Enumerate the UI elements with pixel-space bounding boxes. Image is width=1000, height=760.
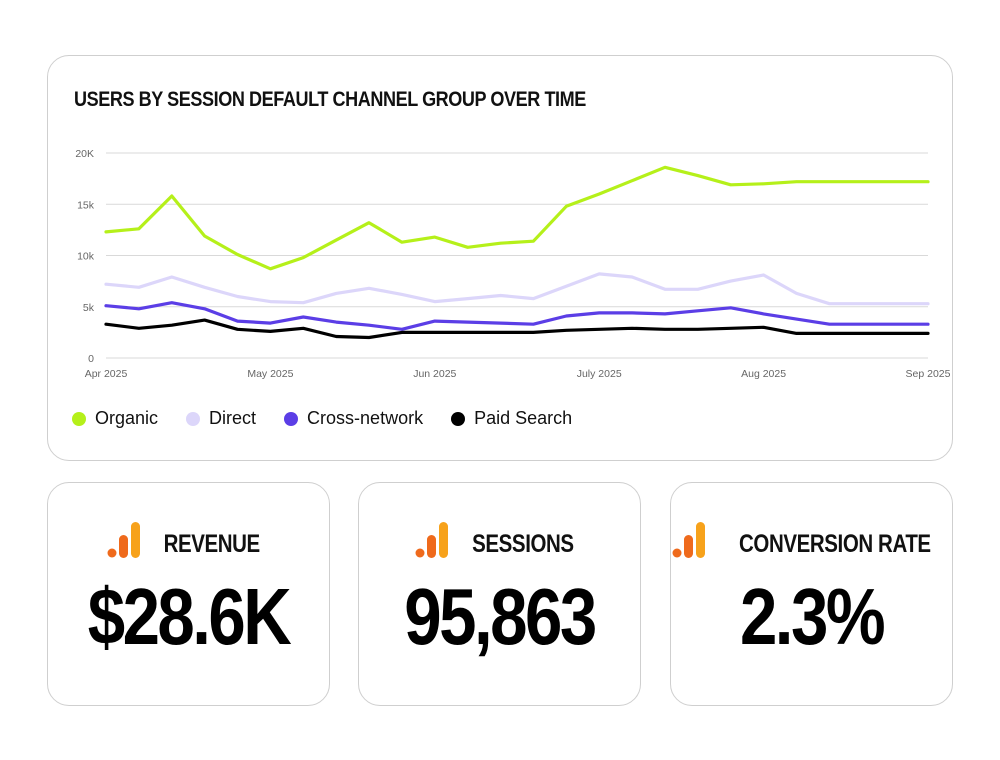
legend-item-paid-search[interactable]: Paid Search [451, 408, 572, 429]
chart-card: USERS BY SESSION DEFAULT CHANNEL GROUP O… [47, 55, 953, 461]
analytics-bar-icon [415, 522, 448, 558]
legend-dot-paid-search [451, 411, 466, 426]
line-chart: 0 5k 10k 15k 20K Apr 2025 May 2025 Jun 2025 Jul… [75, 148, 951, 380]
y-tick-label: 15k [77, 199, 95, 211]
legend-dot-organic [72, 411, 86, 426]
analytics-bar-icon [672, 522, 705, 558]
x-tick-label: July 2025 [577, 368, 622, 380]
chart-grid [106, 152, 928, 359]
series-line-organic [104, 165, 930, 271]
legend-label: Direct [209, 408, 257, 428]
chart-series [104, 165, 930, 340]
legend-dot-cross-network [284, 411, 299, 426]
kpi-header: REVENUE [48, 521, 329, 559]
legend-item-organic[interactable]: Organic [72, 408, 158, 429]
y-tick-label: 5k [83, 302, 95, 314]
kpi-value: $28.6K [87, 572, 292, 661]
legend-label: Organic [95, 408, 159, 428]
kpi-header: SESSIONS [359, 521, 640, 559]
x-tick-label: Aug 2025 [741, 368, 786, 380]
x-axis-ticks: Apr 2025 May 2025 Jun 2025 July 2025 Aug 202… [85, 368, 951, 380]
y-tick-label: 0 [88, 353, 94, 365]
kpi-label: REVENUE [163, 530, 260, 558]
analytics-bar-icon [107, 522, 140, 558]
kpi-value: 2.3% [739, 572, 886, 661]
kpi-card-conversion-rate: CONVERSION RATE 2.3% [670, 482, 953, 706]
series-line-cross-network [104, 301, 930, 331]
chart-title: USERS BY SESSION DEFAULT CHANNEL GROUP O… [74, 88, 586, 111]
legend-item-cross-network[interactable]: Cross-network [284, 408, 423, 429]
y-tick-label: 10k [77, 251, 95, 263]
series-line-paid-search [104, 318, 930, 340]
kpi-label: CONVERSION RATE [738, 530, 931, 558]
legend-label: Paid Search [474, 408, 573, 428]
kpi-header: CONVERSION RATE [671, 521, 952, 559]
x-tick-label: May 2025 [247, 368, 293, 380]
x-tick-label: Apr 2025 [85, 368, 128, 380]
legend-item-direct[interactable]: Direct [186, 408, 256, 429]
y-axis-ticks: 0 5k 10k 15k 20K [75, 148, 94, 365]
chart-legend: Organic Direct Cross-network Paid Search [72, 408, 600, 429]
kpi-card-sessions: SESSIONS 95,863 [358, 482, 641, 706]
x-tick-label: Jun 2025 [413, 368, 456, 380]
x-tick-label: Sep 2025 [906, 368, 951, 380]
legend-dot-direct [186, 411, 201, 426]
legend-label: Cross-network [307, 408, 424, 428]
y-tick-label: 20K [75, 148, 94, 160]
kpi-label: SESSIONS [471, 530, 574, 558]
kpi-value: 95,863 [404, 572, 597, 661]
kpi-card-revenue: REVENUE $28.6K [47, 482, 330, 706]
series-line-direct [104, 272, 930, 306]
